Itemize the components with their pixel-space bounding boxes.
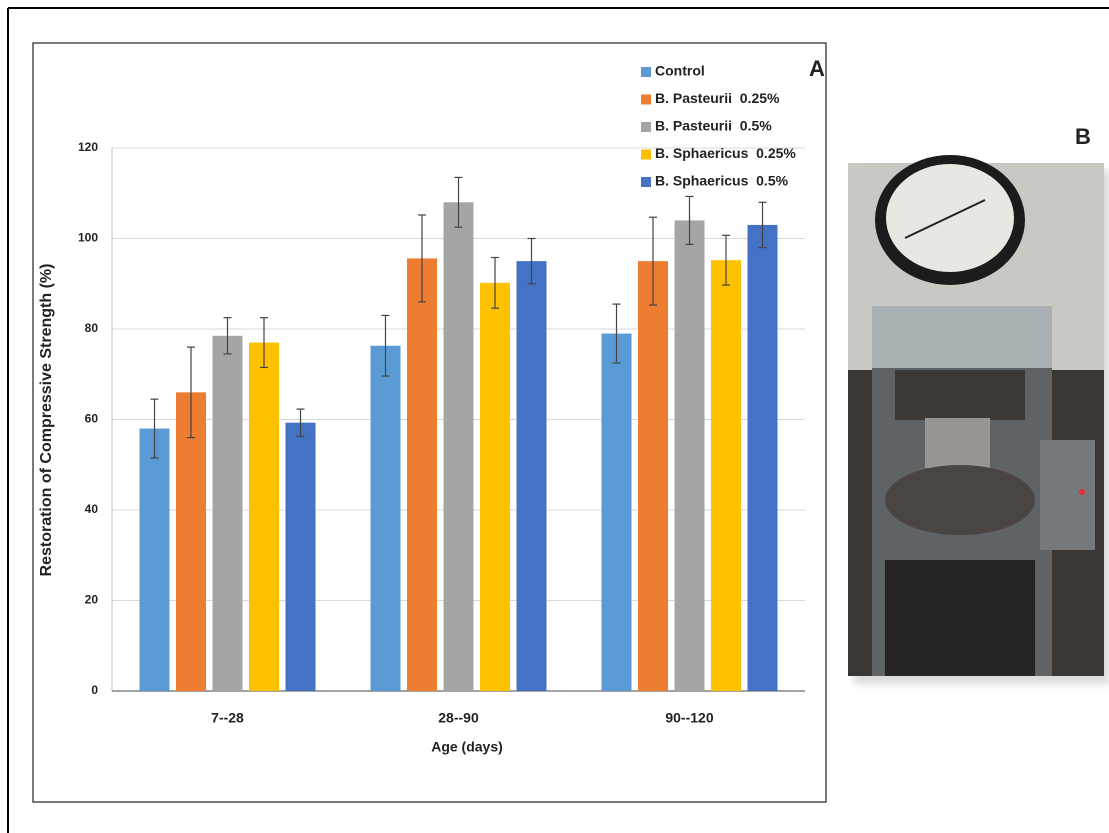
bar <box>638 261 668 691</box>
legend-swatch <box>641 122 651 132</box>
bar <box>249 342 279 691</box>
press-platen <box>885 465 1035 535</box>
legend-swatch <box>641 177 651 187</box>
bar <box>601 333 632 691</box>
gauge-face <box>886 164 1014 272</box>
error-bar <box>418 214 426 303</box>
legend-label: B. Sphaericus 0.25% <box>655 145 796 161</box>
error-bar <box>381 314 390 377</box>
legend-swatch <box>641 94 651 105</box>
bar <box>212 335 243 691</box>
panel-label: A <box>809 56 825 81</box>
bar <box>370 345 401 691</box>
error-bar <box>527 237 536 285</box>
press-head <box>872 306 1052 368</box>
photo <box>848 155 1109 684</box>
specimen <box>925 418 990 468</box>
error-bar <box>612 303 621 364</box>
bar <box>443 202 474 692</box>
y-tick-label: 40 <box>85 502 99 516</box>
x-axis-label: Age (days) <box>431 739 503 755</box>
error-bar <box>296 408 305 437</box>
control-panel <box>1040 440 1095 550</box>
bar <box>747 224 778 692</box>
error-bar <box>491 256 499 309</box>
error-bar <box>454 176 463 228</box>
bar <box>480 282 510 691</box>
bar <box>176 392 206 691</box>
y-tick-label: 100 <box>78 231 98 245</box>
y-axis-label: Restoration of Compressive Strength (%) <box>38 264 55 577</box>
y-tick-label: 80 <box>85 321 99 335</box>
error-bar <box>150 398 159 459</box>
bar <box>139 428 170 691</box>
legend-label: Control <box>655 63 705 79</box>
x-tick-label: 28--90 <box>438 710 479 726</box>
error-bar <box>649 216 657 306</box>
y-tick-label: 120 <box>78 140 98 154</box>
panel-label: B <box>1075 124 1091 149</box>
bar <box>711 260 741 691</box>
indicator-light <box>1079 489 1085 495</box>
error-bar <box>722 234 730 286</box>
bar <box>285 422 316 691</box>
bar <box>674 220 705 691</box>
gauge-needle <box>904 199 986 239</box>
error-bar <box>260 317 268 369</box>
error-bar <box>685 195 694 245</box>
bar <box>407 258 437 691</box>
x-tick-label: 90--120 <box>665 710 713 726</box>
legend-label: B. Pasteurii 0.5% <box>655 118 772 134</box>
legend-label: B. Pasteurii 0.25% <box>655 90 780 106</box>
y-tick-label: 20 <box>85 593 99 607</box>
legend-swatch <box>641 67 651 77</box>
press-base <box>885 560 1035 676</box>
y-tick-label: 0 <box>91 683 98 697</box>
legend-swatch <box>641 149 651 160</box>
x-tick-label: 7--28 <box>211 710 244 726</box>
press-plate <box>895 370 1025 420</box>
y-tick-label: 60 <box>85 412 99 426</box>
legend-label: B. Sphaericus 0.5% <box>655 173 789 189</box>
error-bar <box>758 201 767 249</box>
error-bar <box>223 317 232 355</box>
error-bar <box>187 346 195 439</box>
bar <box>516 261 547 691</box>
